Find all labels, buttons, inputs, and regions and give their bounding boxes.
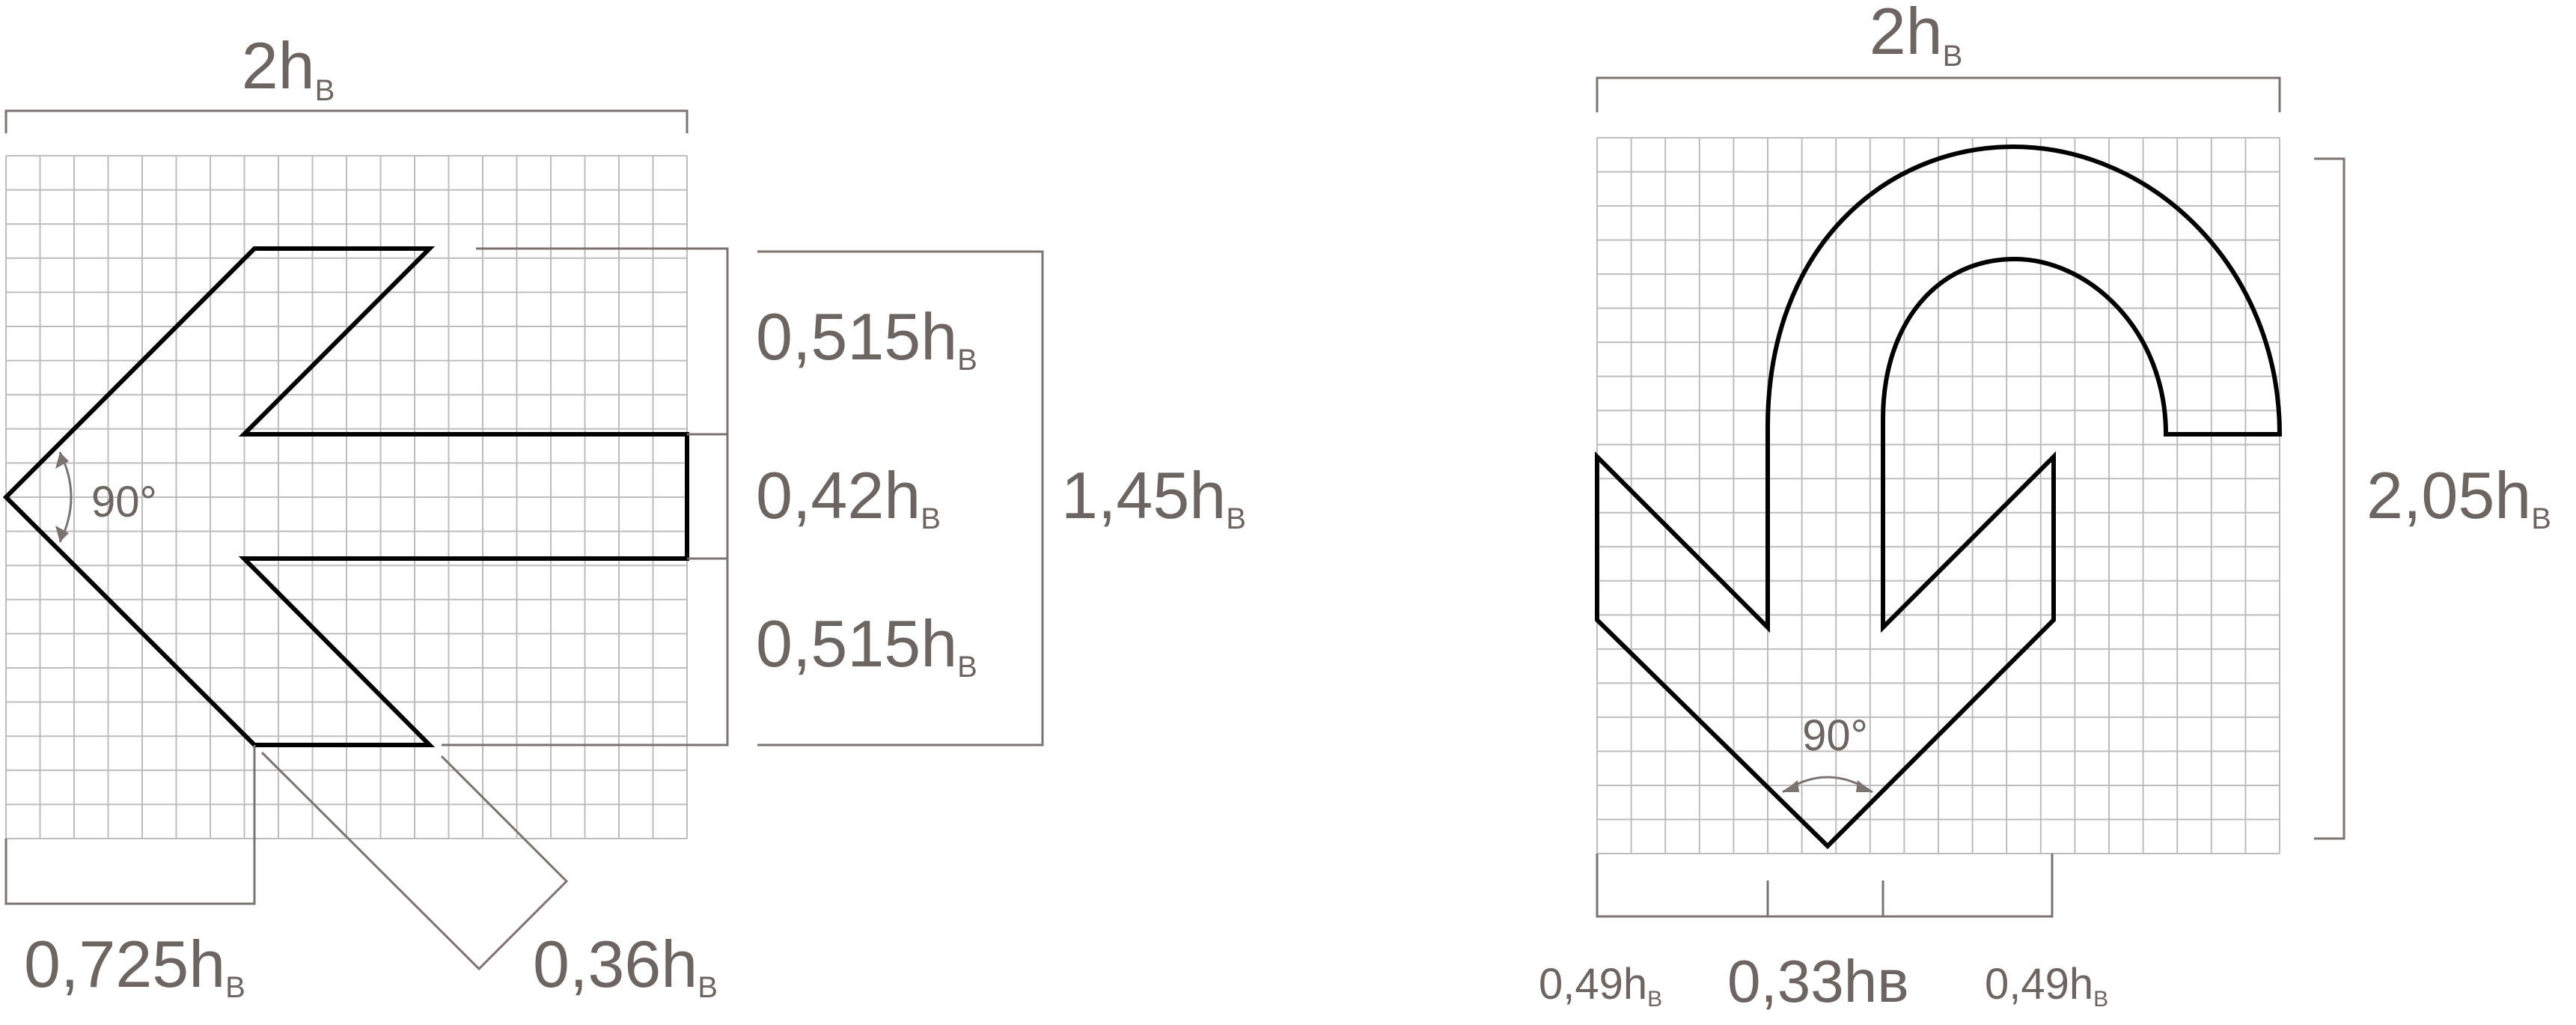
left-segment-bracket	[442, 247, 729, 746]
left-head-length-bracket	[4, 745, 256, 905]
left-upper-segment-label: 0,515hB	[756, 299, 977, 377]
left-grid	[5, 155, 688, 839]
left-angle-arrowhead-bottom	[55, 526, 69, 542]
left-width-dimension	[4, 109, 689, 133]
right-grid	[1596, 137, 2280, 854]
right-bottom-left-label: 0,49hB	[1539, 960, 1662, 1012]
right-angle-arrowhead-left	[1783, 780, 1799, 792]
left-lower-segment-label: 0,515hB	[756, 606, 977, 684]
right-bottom-mid-label: 0,33hв	[1727, 948, 1909, 1015]
right-width-label: 2hB	[1870, 0, 1963, 73]
left-angle-arrowhead-top	[55, 452, 69, 469]
left-width-label: 2hB	[242, 28, 335, 107]
right-height-dimension	[2314, 157, 2345, 840]
right-angle-arrowhead-right	[1856, 780, 1873, 792]
left-head-stroke-label: 0,36hB	[533, 927, 718, 1004]
left-head-stroke-bracket	[260, 751, 569, 971]
left-head-length-label: 0,725hB	[24, 927, 245, 1004]
left-angle-label: 90°	[91, 478, 157, 526]
left-total-height-label: 1,45hB	[1061, 458, 1246, 535]
left-arrow-outline	[2, 246, 689, 747]
right-bottom-dimension	[1596, 854, 2054, 918]
left-shaft-segment-label: 0,42hB	[756, 458, 941, 535]
right-bottom-right-label: 0,49hB	[1985, 960, 2108, 1012]
right-angle-label: 90°	[1802, 711, 1868, 760]
right-width-dimension	[1596, 76, 2281, 112]
right-uturn-arrow-outline	[1595, 144, 2283, 850]
left-total-bracket	[757, 250, 1044, 746]
right-height-label: 2,05hB	[2366, 458, 2551, 535]
